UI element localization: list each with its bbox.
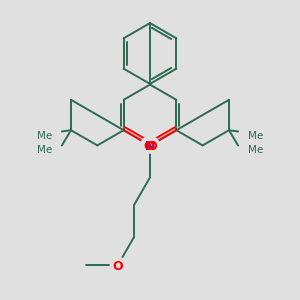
Text: N: N — [145, 140, 155, 153]
Text: O: O — [146, 140, 157, 153]
Circle shape — [144, 137, 159, 152]
Text: O: O — [143, 140, 154, 153]
Circle shape — [142, 138, 158, 153]
Circle shape — [141, 137, 156, 152]
Circle shape — [110, 257, 126, 272]
Text: Me: Me — [248, 145, 263, 155]
Text: Me: Me — [37, 131, 52, 141]
Text: Me: Me — [248, 131, 263, 141]
Text: Me: Me — [37, 145, 52, 155]
Text: O: O — [113, 260, 123, 273]
